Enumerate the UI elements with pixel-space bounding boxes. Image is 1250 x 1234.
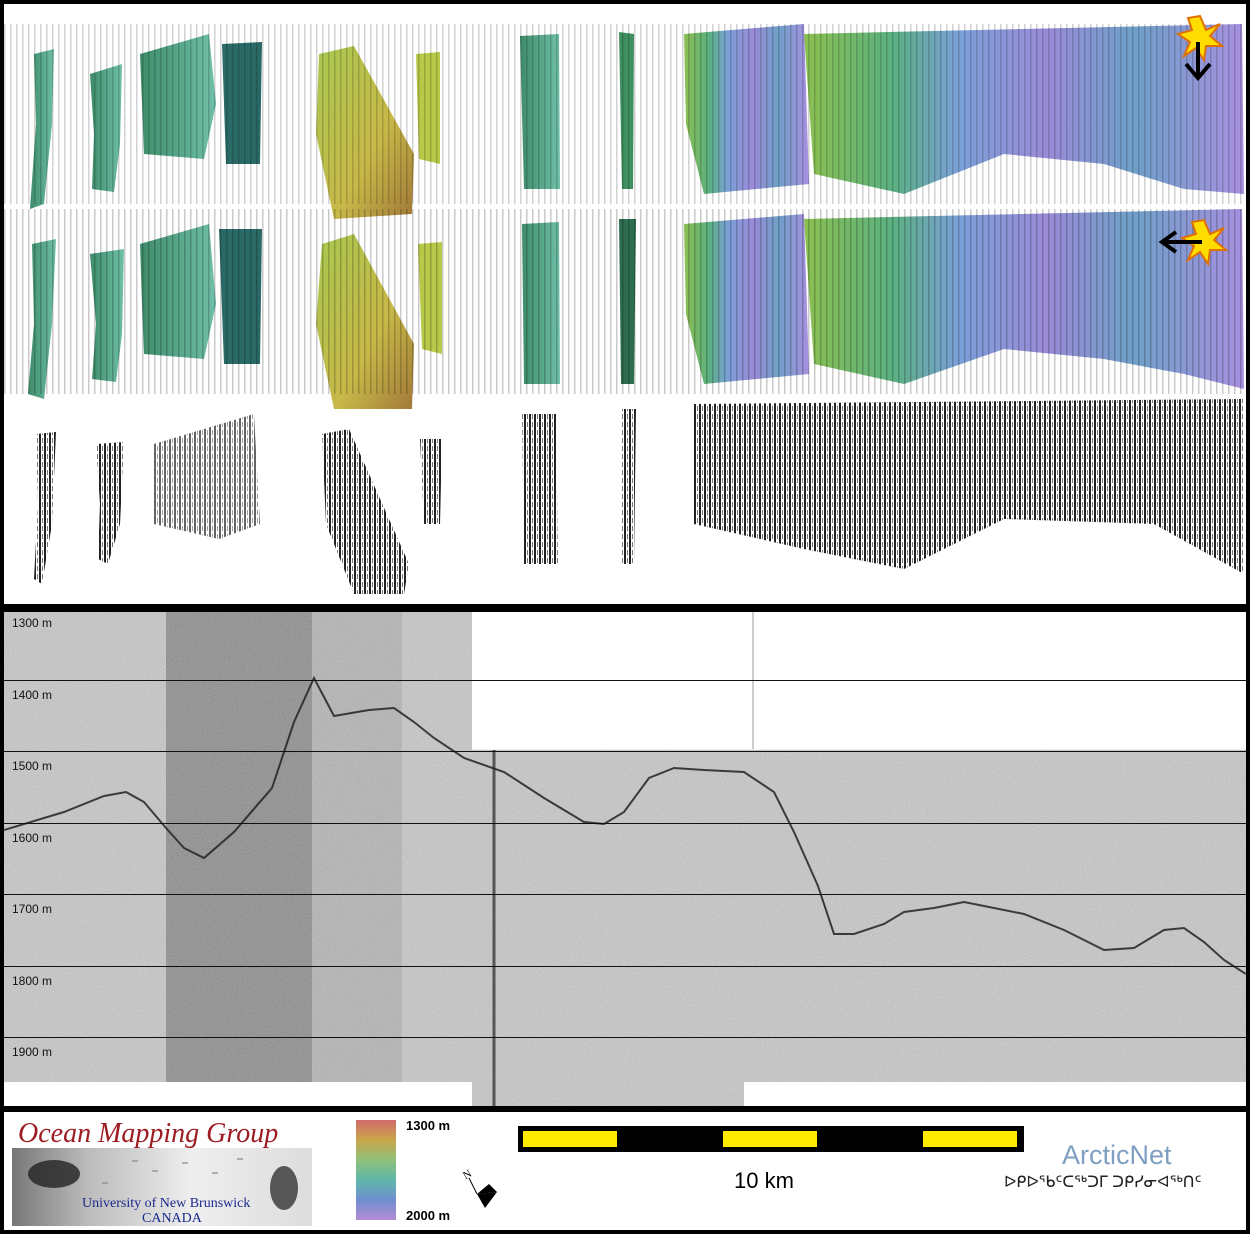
depth-gridline bbox=[4, 1037, 1246, 1038]
arrow-down-icon bbox=[1184, 42, 1212, 82]
scale-bar bbox=[518, 1126, 1024, 1152]
scale-segment bbox=[923, 1131, 1017, 1147]
depth-label-1900: 1900 m bbox=[12, 1045, 53, 1059]
row3-backscatter-grayscale bbox=[34, 399, 1244, 594]
arcticnet-syllabics: ᐅᑭᐅᖃᑦᑕᖅᑐᒥ ᑐᑭᓯᓂᐊᖅᑎᑦ bbox=[1004, 1174, 1202, 1191]
depth-label-1600: 1600 m bbox=[12, 831, 53, 845]
depth-colorbar bbox=[356, 1120, 396, 1220]
star-burst-icon bbox=[1179, 218, 1229, 267]
arrow-left-icon bbox=[1158, 230, 1202, 254]
arcticnet-logo: ArcticNet bbox=[1062, 1140, 1172, 1170]
depth-gridline bbox=[4, 823, 1246, 824]
row1-bathymetry bbox=[4, 24, 1246, 219]
omg-logo-graphic bbox=[28, 1158, 298, 1210]
scale-segment bbox=[723, 1131, 817, 1147]
swath-maps-panel bbox=[4, 4, 1246, 604]
omg-country: CANADA bbox=[142, 1211, 202, 1226]
profile-svg bbox=[4, 612, 1246, 1106]
scale-label: 10 km bbox=[734, 1168, 794, 1193]
colorbar-top-label: 1300 m bbox=[406, 1118, 451, 1133]
omg-title: Ocean Mapping Group bbox=[18, 1118, 279, 1149]
subbottom-profile-panel: 1300 m 1400 m 1500 m 1600 m 1700 m 1800 … bbox=[4, 612, 1246, 1106]
depth-label-1300: 1300 m bbox=[12, 616, 53, 630]
seabed-reflector bbox=[4, 675, 1246, 975]
depth-gridline bbox=[4, 680, 1246, 681]
scale-segment bbox=[523, 1131, 617, 1147]
depth-label-1800: 1800 m bbox=[12, 974, 53, 988]
omg-university: University of New Brunswick bbox=[82, 1196, 251, 1211]
depth-label-1400: 1400 m bbox=[12, 688, 53, 702]
depth-gridline bbox=[4, 751, 1246, 752]
depth-label-1500: 1500 m bbox=[12, 759, 53, 773]
north-label: N bbox=[461, 1168, 474, 1182]
depth-label-1700: 1700 m bbox=[12, 902, 53, 916]
depth-gridline bbox=[4, 966, 1246, 967]
north-arrow-icon: N bbox=[459, 1164, 509, 1216]
row2-backscatter-colored bbox=[4, 209, 1246, 409]
swath-maps-svg bbox=[4, 14, 1246, 594]
footer-legend-panel: University of New Brunswick CANADA Ocean… bbox=[4, 1112, 1246, 1230]
colorbar-bottom-label: 2000 m bbox=[406, 1208, 451, 1223]
depth-gridline bbox=[4, 894, 1246, 895]
omg-logo-image: University of New Brunswick CANADA bbox=[12, 1148, 312, 1226]
